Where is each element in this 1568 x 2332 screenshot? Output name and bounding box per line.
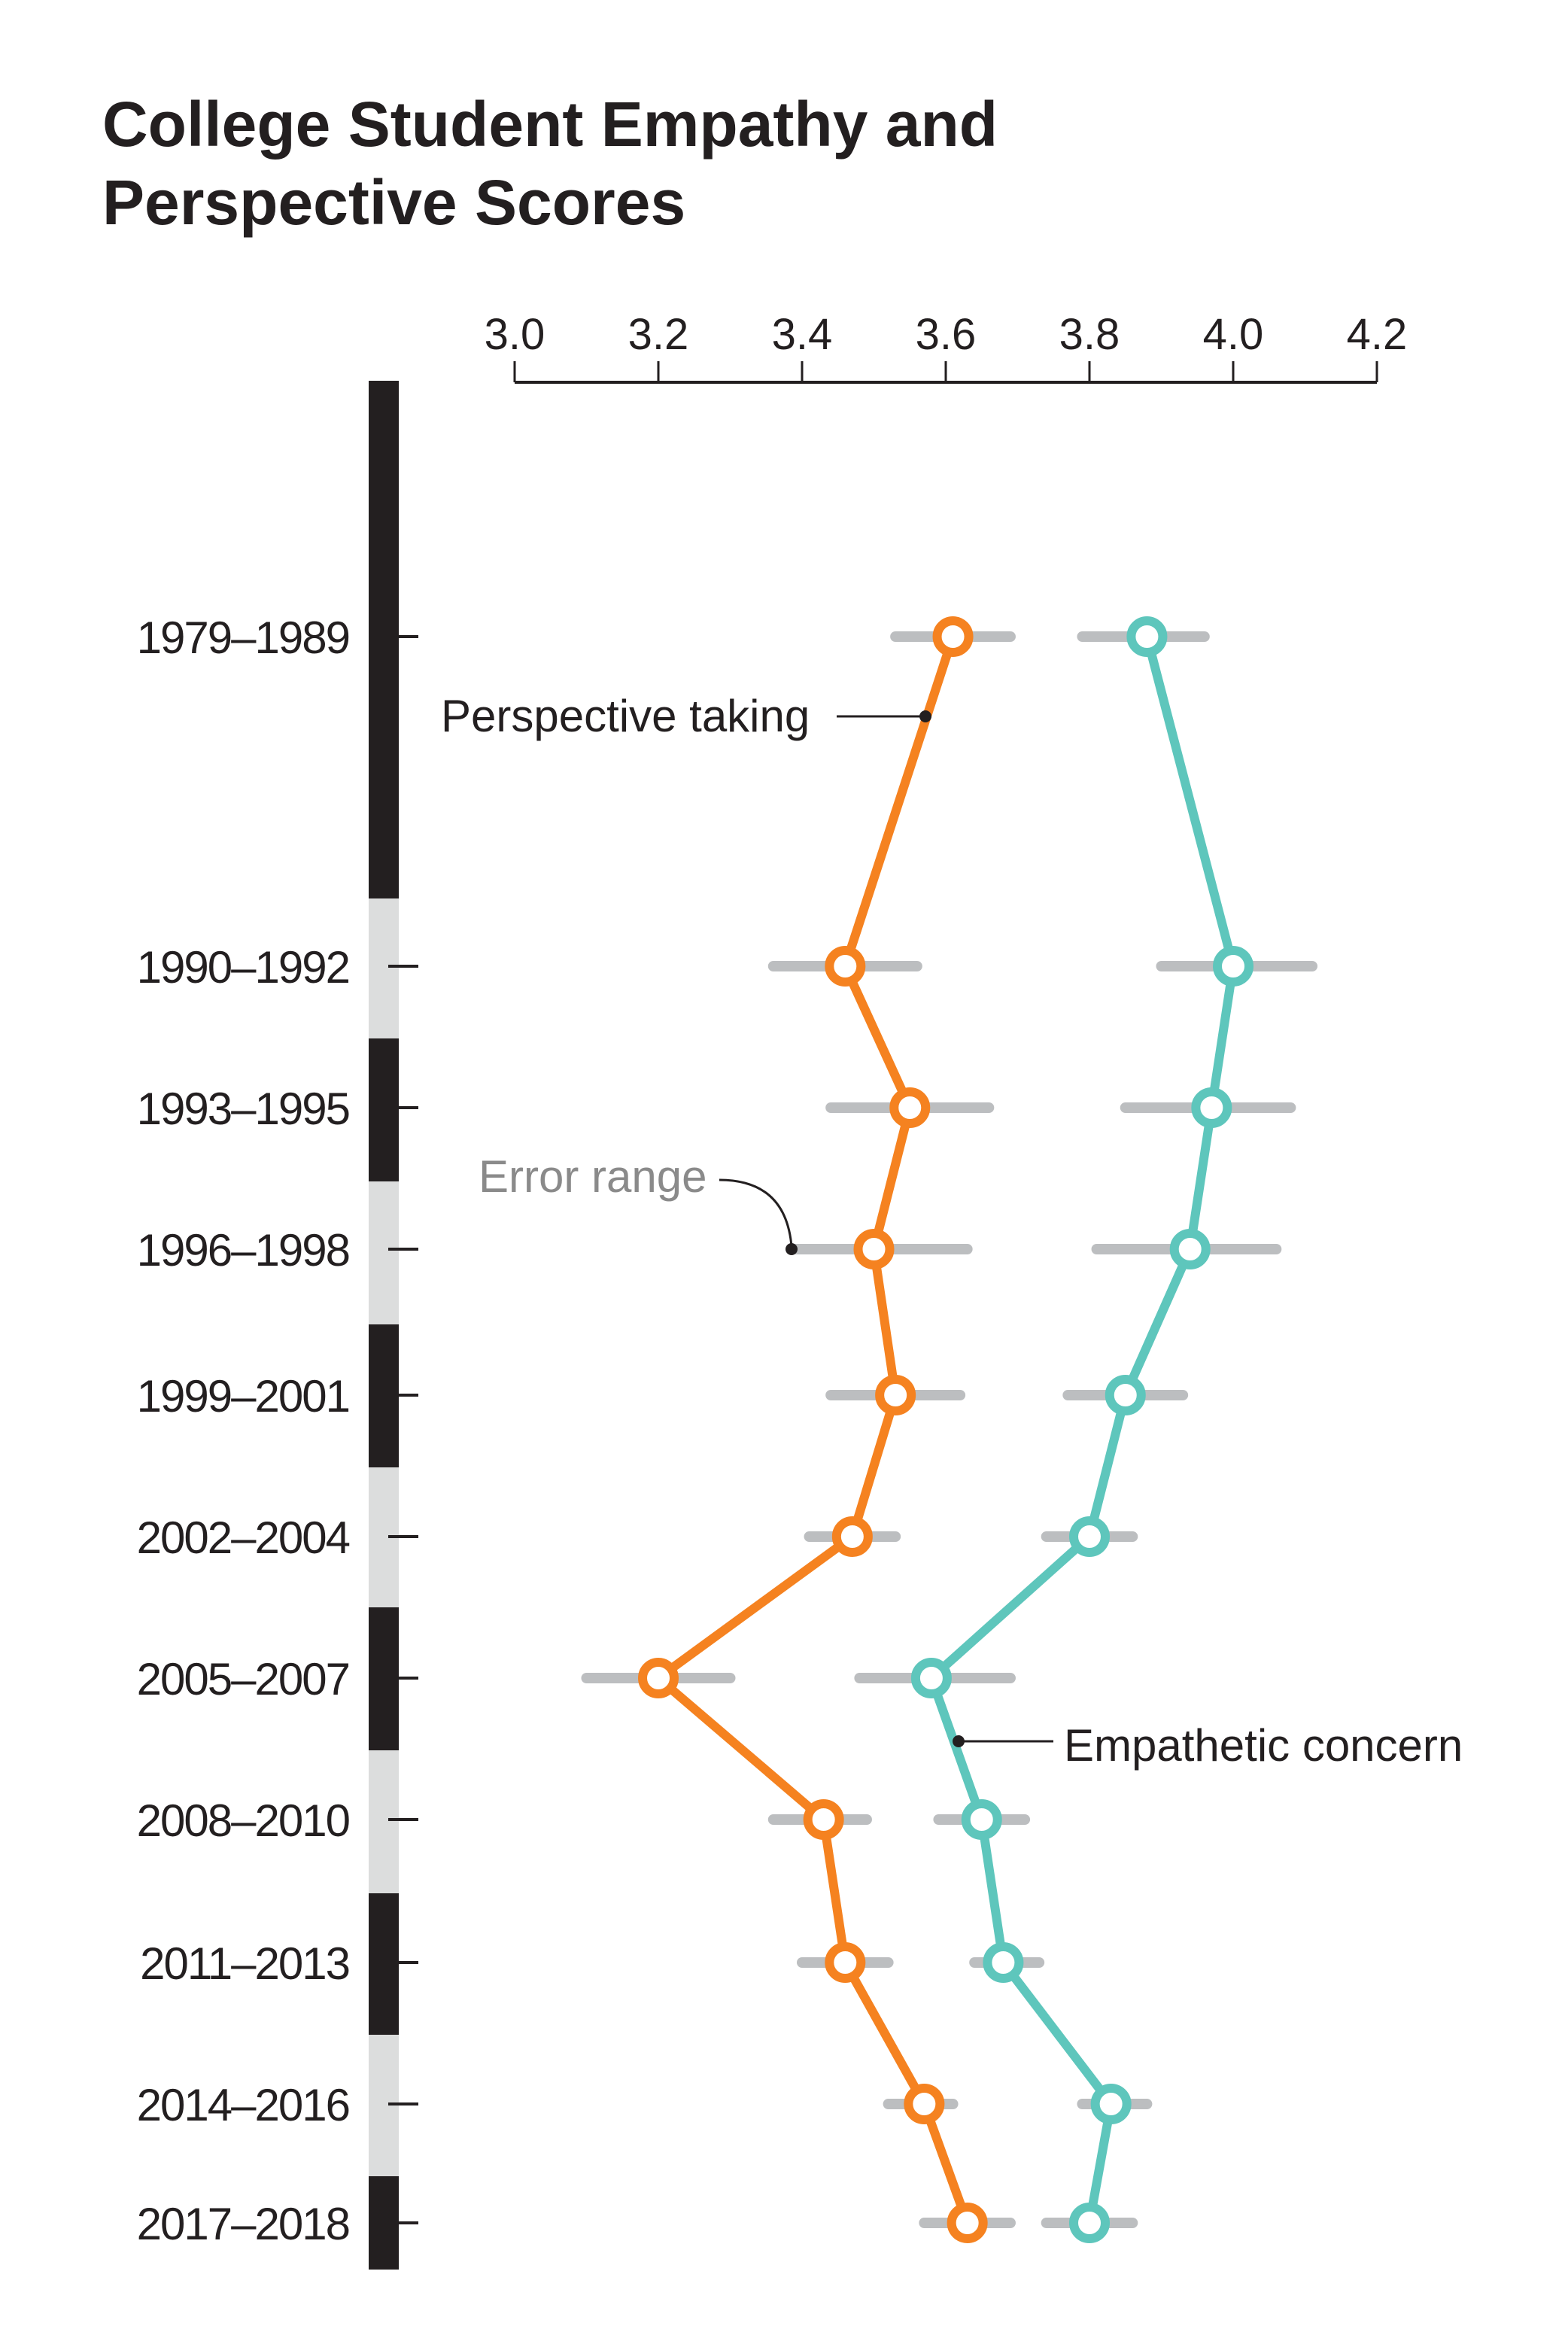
perspective-taking-point (825, 946, 866, 987)
row-label: 2014–2016 (137, 2080, 349, 2130)
x-tick-label: 3.0 (485, 310, 545, 359)
perspective-leader-dot (919, 710, 931, 722)
perspective-taking-point (889, 1087, 931, 1128)
empathetic-concern-point (910, 1658, 952, 1698)
timeline-segment (369, 898, 399, 1038)
row-labels: 1979–1989 1990–1992 1993–1995 1996–1998 1999… (137, 613, 418, 2249)
perspective-taking-point (947, 2203, 988, 2243)
perspective-taking-point (831, 1516, 873, 1557)
row-label: 1996–1998 (137, 1225, 349, 1275)
chart-title-line-2: Perspective Scores (102, 167, 685, 238)
row-label: 1993–1995 (137, 1084, 349, 1134)
error-leader-line (719, 1178, 793, 1247)
empathy-leader-dot (953, 1735, 965, 1747)
perspective-taking-point (875, 1375, 916, 1415)
row-label: 2017–2018 (137, 2199, 349, 2249)
empathetic-concern-line (926, 635, 1238, 2224)
series-lines (654, 635, 1238, 2225)
timeline-bar (369, 381, 399, 2270)
empathetic-concern-point (1105, 1375, 1146, 1415)
perspective-taking-point (853, 1229, 895, 1269)
x-tick-label: 4.0 (1203, 310, 1264, 359)
chart-title-line-1: College Student Empathy and (102, 89, 998, 160)
x-tick-label: 3.6 (916, 310, 977, 359)
perspective-taking-point (904, 2084, 945, 2124)
empathetic-concern-point (1069, 1516, 1110, 1557)
perspective-taking-line (654, 635, 972, 2225)
perspective-taking-point (803, 1799, 844, 1840)
x-tick-label: 3.4 (772, 310, 833, 359)
empathetic-concern-point (1213, 946, 1253, 987)
row-label: 1979–1989 (137, 613, 349, 663)
row-label: 2002–2004 (137, 1513, 350, 1563)
error-range-label: Error range (479, 1151, 707, 1202)
row-label: 1999–2001 (137, 1371, 349, 1421)
x-tick-label: 3.2 (628, 310, 689, 359)
empathetic-concern-point (1126, 616, 1168, 657)
series-points (638, 616, 1253, 2243)
empathetic-concern-point (983, 1942, 1024, 1983)
perspective-taking-point (932, 616, 974, 657)
error-leader-dot (786, 1243, 798, 1255)
perspective-taking-point (638, 1658, 679, 1698)
x-tick-label: 3.8 (1059, 310, 1120, 359)
row-label: 2008–2010 (137, 1795, 350, 1846)
timeline-segment (369, 1750, 399, 1893)
x-axis: 3.0 3.2 3.4 3.6 3.8 4.0 4.2 (485, 310, 1408, 384)
empathetic-concern-point (1069, 2203, 1110, 2243)
timeline-segment (369, 1181, 399, 1324)
error-bars (581, 631, 1318, 2228)
row-label: 1990–1992 (137, 942, 349, 993)
empathetic-concern-point (1169, 1229, 1211, 1269)
annotations: Perspective taking Error range Empatheti… (441, 691, 1463, 1771)
timeline-segment (369, 1038, 399, 1181)
x-tick-label: 4.2 (1347, 310, 1408, 359)
empathetic-concern-point (961, 1799, 1002, 1840)
row-label: 2005–2007 (137, 1654, 349, 1704)
timeline-segment (369, 381, 399, 898)
empathetic-concern-label: Empathetic concern (1064, 1720, 1463, 1771)
empathetic-concern-point (1090, 2084, 1132, 2124)
perspective-taking-point (825, 1942, 866, 1983)
empathetic-concern-point (1191, 1087, 1232, 1128)
row-label: 2011–2013 (140, 1938, 349, 1989)
perspective-taking-label: Perspective taking (441, 691, 810, 741)
